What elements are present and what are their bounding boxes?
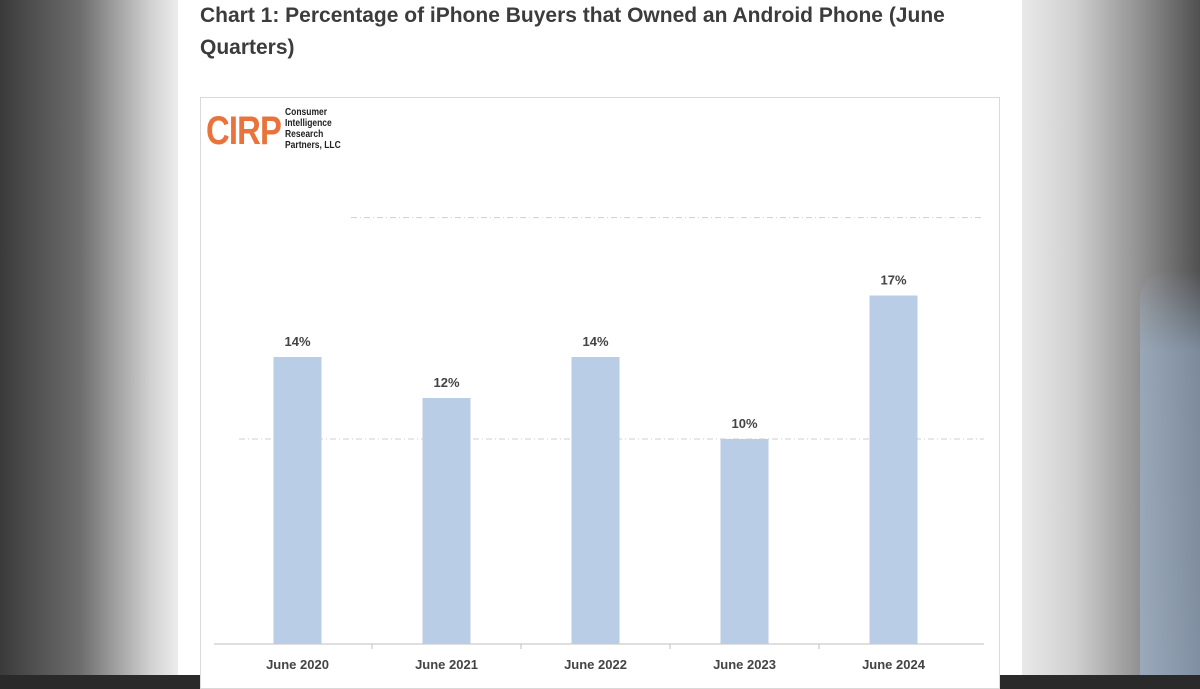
chart-frame: CIRP Consumer Intelligence Research Part… [200, 97, 1000, 689]
bar-chart: 14% June 2020 12% June 2021 14% June 2022 10% J… [214, 217, 984, 672]
logo-line: Consumer [285, 107, 328, 118]
background-left [0, 0, 178, 675]
x-tick-label: June 2024 [862, 657, 926, 672]
x-tick-label: June 2021 [415, 657, 478, 672]
data-label: 17% [880, 273, 906, 288]
bar [273, 357, 322, 644]
data-label: 12% [433, 375, 459, 390]
logo-mark: CIRP [206, 109, 282, 153]
logo-line: Research [285, 129, 324, 140]
data-label: 14% [582, 334, 608, 349]
x-tick-label: June 2023 [713, 657, 776, 672]
data-label: 10% [731, 416, 757, 431]
bar [720, 439, 769, 644]
bar [869, 295, 918, 644]
article-panel: Chart 1: Percentage of iPhone Buyers tha… [178, 0, 1022, 689]
data-label: 14% [284, 334, 310, 349]
cirp-logo: CIRP Consumer Intelligence Research Part… [206, 103, 356, 161]
bar [571, 357, 620, 644]
background-right-tint [1140, 270, 1200, 675]
x-tick-label: June 2022 [564, 657, 627, 672]
logo-line: Partners, LLC [285, 140, 341, 151]
x-tick-label: June 2020 [266, 657, 329, 672]
bar [422, 398, 471, 644]
logo-company-name: Consumer Intelligence Research Partners,… [285, 107, 353, 151]
chart-heading: Chart 1: Percentage of iPhone Buyers tha… [200, 4, 945, 59]
logo-line: Intelligence [285, 118, 332, 129]
